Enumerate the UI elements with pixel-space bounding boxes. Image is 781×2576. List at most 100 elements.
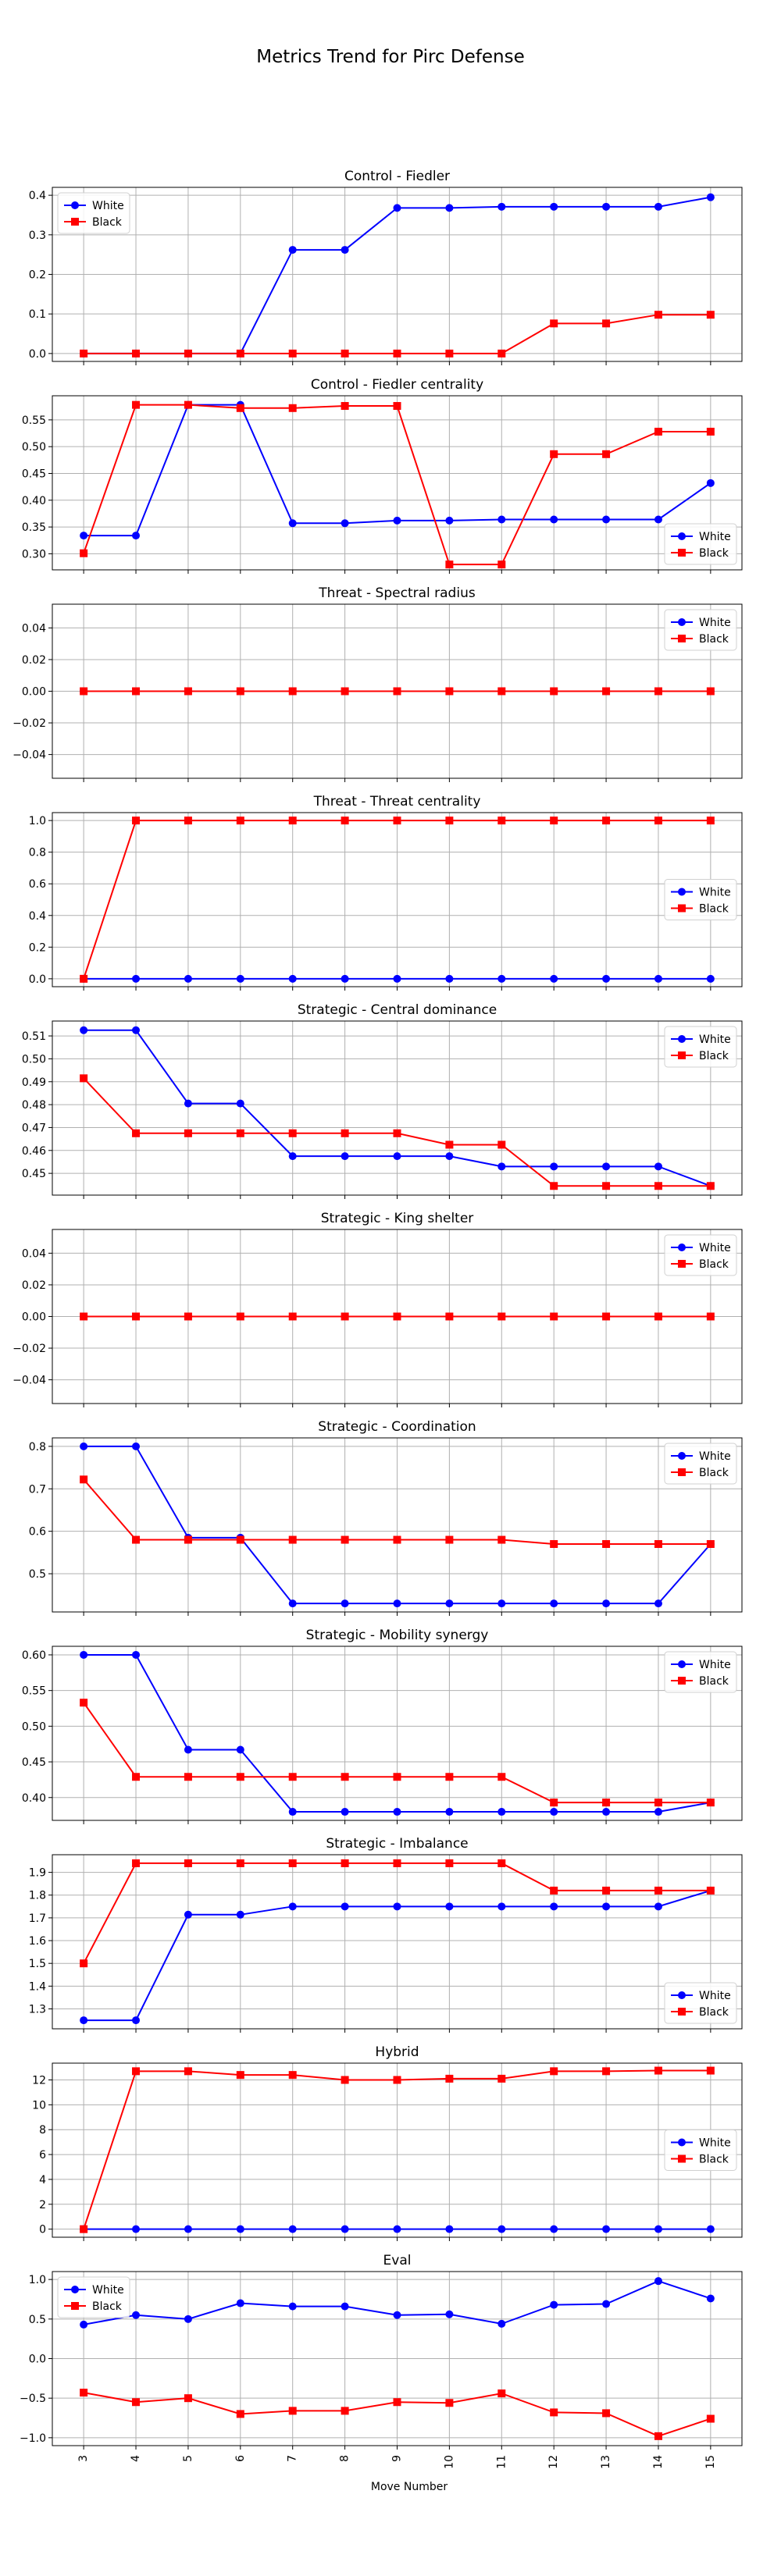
- data-point-black: [393, 402, 401, 411]
- data-point-black: [80, 687, 88, 696]
- y-tick-label: 0.40: [22, 495, 46, 507]
- data-point-white: [654, 2277, 662, 2286]
- data-point-black: [132, 817, 141, 825]
- data-point-black: [445, 1859, 454, 1867]
- y-tick-label: 1.0: [29, 2274, 46, 2286]
- data-point-black: [706, 1886, 715, 1895]
- data-point-black: [654, 427, 662, 436]
- legend-label: White: [699, 531, 731, 543]
- y-tick-label: 0.1: [29, 308, 46, 321]
- y-tick-label: 0.50: [22, 1053, 46, 1066]
- legend-label: Black: [92, 216, 123, 229]
- legend: White Black: [664, 1982, 737, 2024]
- data-point-white: [288, 246, 297, 254]
- data-point-black: [236, 404, 244, 412]
- data-point-white: [706, 974, 715, 983]
- plot-frame: [52, 2271, 743, 2446]
- x-tick-label: 15: [704, 2455, 717, 2469]
- y-tick-label: 1.8: [29, 1890, 46, 1902]
- data-point-black: [550, 817, 558, 825]
- legend-swatch-marker: [678, 1260, 686, 1268]
- data-point-black: [341, 1312, 349, 1321]
- x-tick-label: 9: [391, 2455, 404, 2462]
- y-tick-label: 0.8: [29, 847, 46, 859]
- data-point-black: [341, 1535, 349, 1544]
- data-point-white: [445, 2310, 454, 2318]
- data-point-black: [288, 1773, 297, 1781]
- data-point-black: [184, 687, 192, 696]
- data-point-white: [393, 1808, 401, 1816]
- legend-swatch-marker: [678, 2154, 686, 2163]
- y-tick-label: 0.30: [22, 548, 46, 560]
- legend-label: White: [699, 1034, 731, 1046]
- legend: White Black: [664, 2129, 737, 2171]
- data-point-white: [184, 1099, 192, 1108]
- y-tick-label: 0.2: [29, 941, 46, 954]
- data-point-black: [654, 2066, 662, 2075]
- data-point-white: [706, 479, 715, 487]
- y-tick-label: 4: [39, 2174, 46, 2186]
- data-point-black: [497, 349, 506, 358]
- panel-title: Threat - Spectral radius: [318, 585, 476, 601]
- data-point-white: [132, 532, 141, 540]
- data-point-white: [706, 2225, 715, 2233]
- data-point-white: [341, 1599, 349, 1608]
- legend-swatch-marker: [678, 2138, 686, 2147]
- data-point-black: [184, 1859, 192, 1867]
- data-point-black: [80, 2225, 88, 2233]
- y-tick-label: 1.3: [29, 2003, 46, 2016]
- data-point-white: [654, 2225, 662, 2233]
- plot-frame: [52, 603, 743, 779]
- legend-swatch-marker: [678, 1035, 686, 1043]
- data-point-black: [393, 349, 401, 358]
- data-point-black: [445, 2399, 454, 2407]
- y-tick-label: 0.3: [29, 229, 46, 242]
- data-point-black: [288, 2071, 297, 2080]
- data-point-white: [654, 1599, 662, 1608]
- data-point-white: [602, 515, 611, 524]
- panel-title: Strategic - King shelter: [321, 1211, 474, 1226]
- plot-frame: [52, 1020, 743, 1196]
- data-point-white: [288, 2302, 297, 2311]
- data-point-black: [445, 349, 454, 358]
- data-point-black: [445, 687, 454, 696]
- data-point-white: [80, 2320, 88, 2329]
- y-tick-label: 0.55: [22, 1685, 46, 1698]
- legend-label: Black: [92, 2300, 123, 2313]
- y-tick-label: −0.02: [12, 717, 46, 730]
- legend-label: Black: [699, 1675, 729, 1688]
- legend-swatch-marker: [71, 2302, 79, 2310]
- panel-8: Strategic - Imbalance 1.3 1.4 1.5 1.6 1.7 1.8 1…: [29, 1836, 743, 2033]
- x-tick-label: 14: [652, 2455, 665, 2469]
- data-point-white: [550, 1902, 558, 1911]
- data-point-white: [236, 2299, 244, 2307]
- y-tick-label: 1.5: [29, 1958, 46, 1970]
- data-point-white: [341, 2225, 349, 2233]
- panel-3: Threat - Threat centrality 0.0 0.2 0.4 0.6 0.…: [29, 794, 743, 991]
- legend: White Black: [664, 523, 737, 565]
- x-tick-label: 4: [130, 2455, 142, 2462]
- x-tick-label: 10: [443, 2455, 455, 2469]
- legend-swatch-marker: [678, 1452, 686, 1460]
- legend: White Black: [664, 609, 737, 651]
- data-point-black: [393, 1129, 401, 1137]
- data-point-black: [393, 1312, 401, 1321]
- data-point-white: [132, 1650, 141, 1659]
- data-point-black: [80, 549, 88, 557]
- legend-label: White: [699, 1990, 731, 2002]
- data-point-white: [80, 532, 88, 540]
- data-point-black: [550, 2408, 558, 2417]
- data-point-white: [341, 1902, 349, 1911]
- data-point-black: [184, 400, 192, 409]
- y-tick-label: 1.7: [29, 1912, 46, 1925]
- data-point-black: [706, 1312, 715, 1321]
- legend: White Black: [664, 1026, 737, 1068]
- data-point-white: [602, 974, 611, 983]
- data-point-black: [654, 1312, 662, 1321]
- data-point-black: [184, 817, 192, 825]
- data-point-black: [288, 2407, 297, 2415]
- data-point-black: [497, 687, 506, 696]
- legend-swatch-marker: [678, 1991, 686, 1999]
- legend-swatch-marker: [678, 1244, 686, 1251]
- data-point-white: [132, 2225, 141, 2233]
